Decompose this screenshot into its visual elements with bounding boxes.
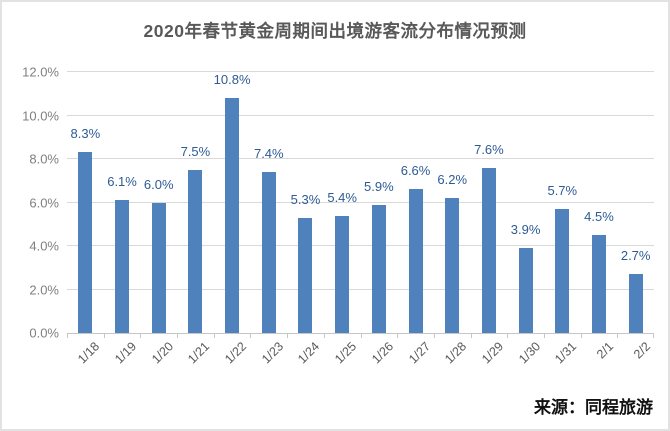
data-label: 7.5% <box>180 143 211 159</box>
data-label: 6.1% <box>107 174 137 190</box>
axis-tick <box>323 333 325 338</box>
bar <box>151 202 166 333</box>
category-cell: 5.7% <box>543 72 581 338</box>
data-label: 6.6% <box>400 163 431 179</box>
axis-tick <box>360 333 362 338</box>
gridline <box>67 114 654 116</box>
axis-tick <box>397 333 399 338</box>
data-label: 10.8% <box>213 72 251 88</box>
y-axis-label: 4.0% <box>29 238 59 254</box>
axis-tick <box>433 333 435 338</box>
axis-tick <box>177 333 179 338</box>
axis-tick <box>617 333 619 338</box>
data-label: 3.9% <box>510 222 541 238</box>
axis-tick <box>250 333 252 338</box>
bar <box>555 209 570 333</box>
category-cell: 2.7% <box>617 72 654 338</box>
category-cell: 6.2% <box>433 72 471 338</box>
data-label: 7.6% <box>474 141 504 157</box>
category-cell: 6.1% <box>103 72 141 338</box>
y-axis-label: 2.0% <box>29 282 59 297</box>
bar <box>445 198 460 333</box>
bar <box>481 167 496 333</box>
data-label: 5.3% <box>290 191 321 207</box>
category-cell: 3.9% <box>507 72 544 338</box>
gridline <box>67 158 654 159</box>
bar <box>628 274 643 333</box>
category-cell: 5.3% <box>287 72 324 338</box>
gridline <box>67 71 654 72</box>
chart-title: 2020年春节黄金周期间出境游客流分布情况预测 <box>143 21 527 41</box>
y-axis-label: 0.0% <box>29 325 59 341</box>
data-label: 6.0% <box>143 176 174 192</box>
data-label: 5.4% <box>327 189 357 205</box>
axis-tick <box>287 333 289 338</box>
bar <box>335 215 350 333</box>
source-label: 来源：同程旅游 <box>534 398 653 417</box>
axis-tick <box>140 333 142 338</box>
category-cell: 8.3% <box>67 72 104 338</box>
bar <box>261 172 276 333</box>
bar <box>298 217 313 333</box>
data-label: 7.4% <box>253 146 284 162</box>
data-label: 8.3% <box>70 126 101 142</box>
y-axis-label: 12.0% <box>22 64 59 80</box>
category-cell: 7.4% <box>250 72 287 338</box>
gridline <box>67 201 654 203</box>
gridline <box>67 288 654 290</box>
bar <box>115 200 130 333</box>
data-label: 5.7% <box>547 183 578 199</box>
y-axis-label: 6.0% <box>29 195 59 210</box>
category-cell: 7.5% <box>177 72 214 338</box>
axis-tick <box>103 333 105 338</box>
data-label: 5.9% <box>364 178 394 194</box>
axis-tick <box>543 333 545 338</box>
bar <box>371 204 386 333</box>
plot-area: 0.0% 2.0% 4.0% 6.0% 8.0% 10.0% 12.0% 8.3% 1/18 6.… <box>22 66 654 366</box>
axis-tick <box>67 333 68 338</box>
data-label: 4.5% <box>584 209 614 225</box>
y-axis-label: 10.0% <box>22 108 59 123</box>
axis-tick <box>653 333 654 338</box>
bar <box>78 152 93 333</box>
category-cell: 6.0% <box>140 72 177 338</box>
category-cell: 7.6% <box>470 72 508 338</box>
axis-tick <box>470 333 472 338</box>
axis-tick <box>580 333 582 338</box>
category-cell: 5.4% <box>323 72 361 338</box>
gridline <box>67 245 654 246</box>
axis-tick <box>213 333 215 338</box>
axis-tick <box>507 333 509 338</box>
bar <box>518 248 533 333</box>
category-cell: 5.9% <box>360 72 398 338</box>
bar <box>591 235 606 333</box>
bar <box>408 189 423 333</box>
category-cell: 4.5% <box>580 72 618 338</box>
category-cell: 6.6% <box>397 72 434 338</box>
bar <box>188 169 203 333</box>
data-label: 2.7% <box>620 248 651 264</box>
category-cell: 10.8% <box>213 72 251 338</box>
data-label: 6.2% <box>437 172 468 188</box>
bar <box>225 98 240 333</box>
y-axis-label: 8.0% <box>29 151 59 167</box>
